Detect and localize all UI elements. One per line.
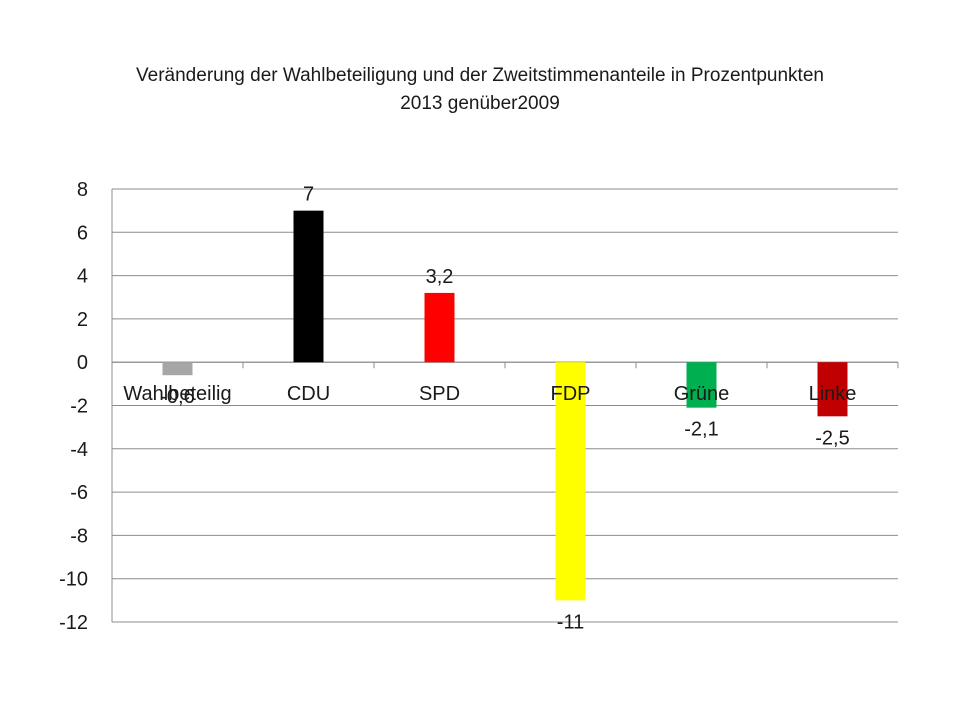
x-category-label: Linke: [809, 383, 857, 405]
y-tick-label: 6: [77, 222, 88, 244]
y-tick-label: -4: [70, 439, 88, 461]
chart-title-line-2: 2013 genüber2009: [400, 93, 560, 114]
bar-linke: [817, 362, 848, 417]
bar-cdu: [293, 210, 324, 363]
data-label: -2,5: [815, 427, 849, 449]
bar-grüne: [686, 362, 717, 408]
bar-wahlbeteilig: [162, 362, 193, 376]
data-label: 3,2: [426, 266, 454, 288]
y-tick-label: -6: [70, 482, 88, 504]
x-category-label: SPD: [419, 383, 460, 405]
x-category-label: Wahlbeteilig: [123, 383, 231, 405]
x-category-label: FDP: [551, 383, 591, 405]
data-label: -0,6: [160, 386, 194, 408]
bar-spd: [424, 292, 455, 363]
y-tick-label: 8: [77, 179, 88, 201]
y-tick-label: 0: [77, 352, 88, 374]
data-label: -11: [557, 611, 584, 633]
bar-fdp: [555, 362, 586, 601]
y-tick-label: -12: [59, 612, 88, 634]
chart-title-line-1: Veränderung der Wahlbeteiligung und der …: [136, 65, 824, 86]
chart-title: Veränderung der Wahlbeteiligung und der …: [0, 62, 960, 118]
y-tick-label: -10: [59, 569, 88, 591]
y-tick-label: -8: [70, 525, 88, 547]
y-tick-label: 4: [77, 266, 88, 288]
x-category-label: Grüne: [674, 383, 730, 405]
data-label: -2,1: [684, 419, 718, 441]
x-category-label: CDU: [287, 383, 330, 405]
y-tick-label: 2: [77, 309, 88, 331]
y-tick-label: -2: [70, 396, 88, 418]
data-label: 7: [303, 184, 314, 206]
